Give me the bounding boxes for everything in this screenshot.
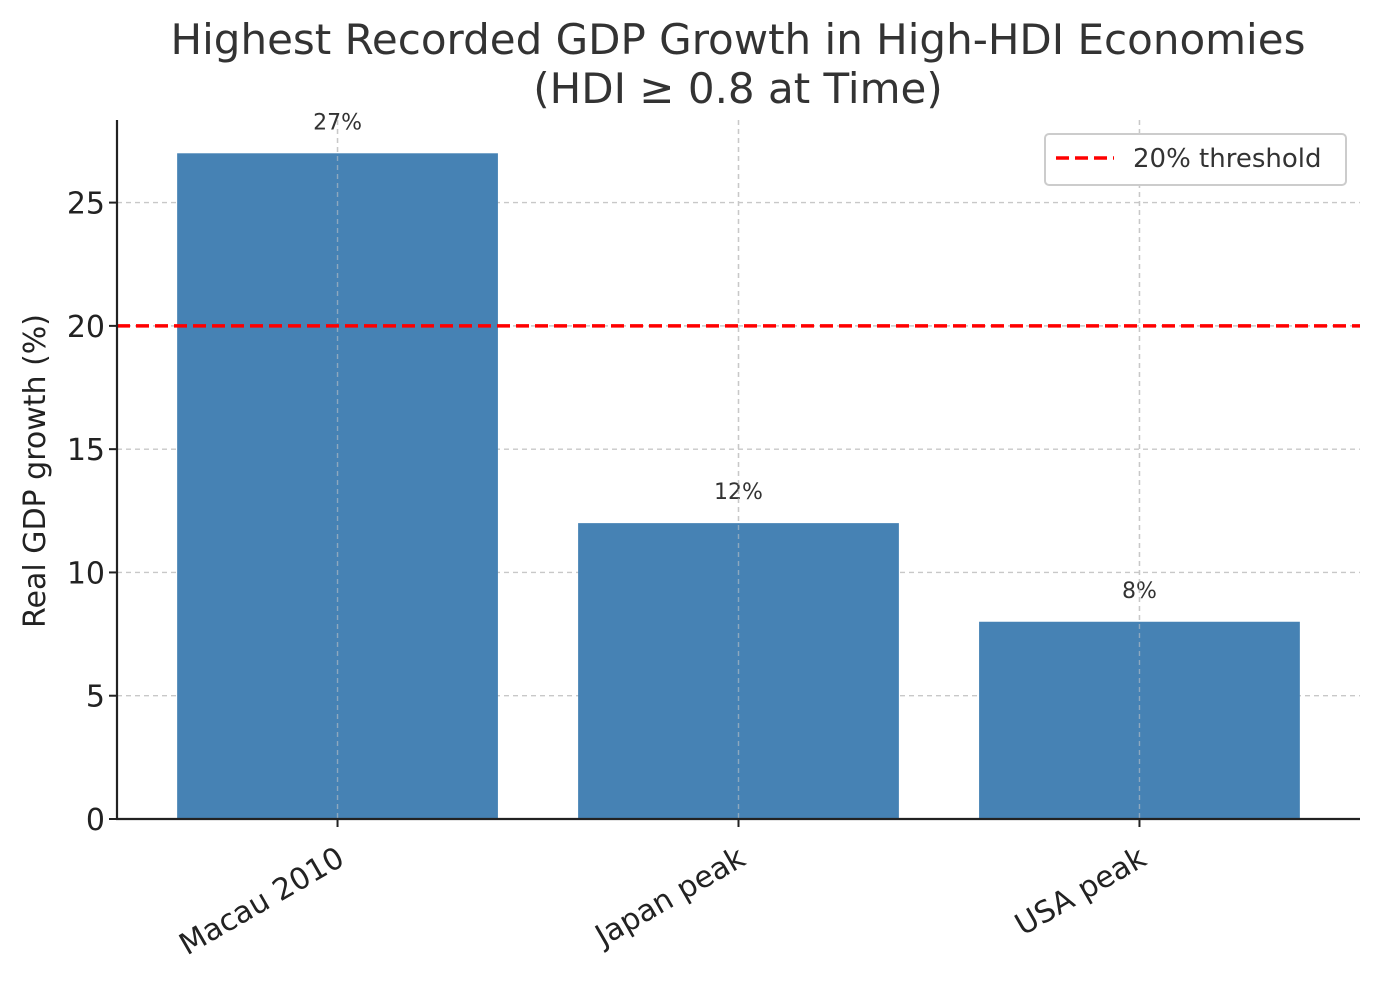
x-tick-label: USA peak xyxy=(1009,840,1153,943)
legend-threshold-label: 20% threshold xyxy=(1133,144,1322,174)
x-tick-label: Macau 2010 xyxy=(173,840,350,962)
y-tick-label: 10 xyxy=(67,556,105,591)
legend-box xyxy=(1044,133,1347,186)
legend: 20% threshold xyxy=(1044,133,1347,186)
chart-title-line-2: (HDI ≥ 0.8 at Time) xyxy=(533,64,942,113)
y-tick-label: 5 xyxy=(86,680,105,715)
chart-title-line-1: Highest Recorded GDP Growth in High-HDI … xyxy=(171,15,1306,64)
y-tick-label: 0 xyxy=(86,803,105,838)
bar xyxy=(177,153,498,820)
y-tick-label: 20 xyxy=(67,310,105,345)
y-tick-label: 25 xyxy=(67,187,105,222)
y-axis-label: Real GDP growth (%) xyxy=(18,314,53,628)
x-tick-label: Japan peak xyxy=(588,840,752,955)
y-tick-label: 15 xyxy=(67,433,105,468)
